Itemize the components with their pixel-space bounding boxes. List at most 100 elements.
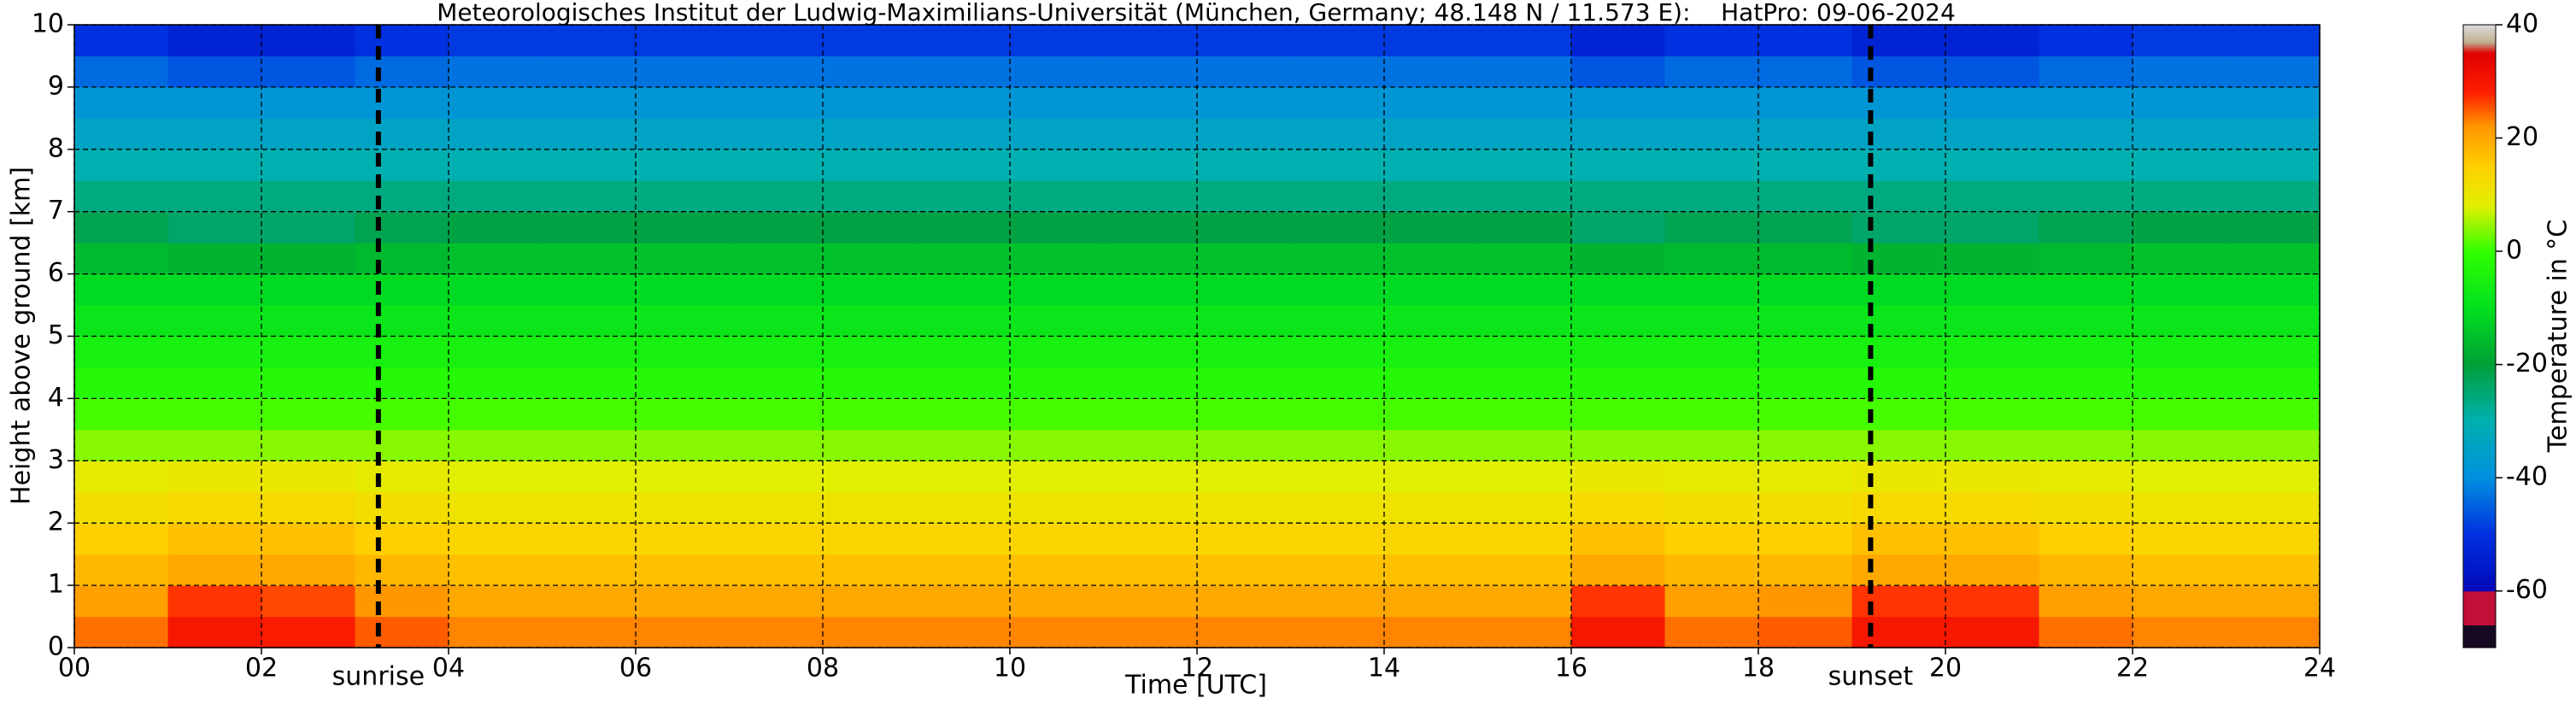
heat-cell bbox=[1851, 56, 1946, 88]
heat-cell bbox=[449, 273, 543, 306]
heat-cell bbox=[261, 56, 356, 88]
heat-cell bbox=[1477, 523, 1572, 555]
heat-cell bbox=[542, 25, 637, 57]
heat-cell bbox=[1477, 429, 1572, 461]
colorbar-swatch bbox=[2463, 131, 2496, 133]
heat-cell bbox=[916, 585, 1011, 618]
colorbar-swatch bbox=[2463, 327, 2496, 330]
heat-cell bbox=[355, 336, 449, 368]
colorbar-swatch bbox=[2463, 57, 2496, 60]
colorbar-swatch bbox=[2463, 476, 2496, 478]
heat-cell bbox=[1664, 523, 1759, 555]
heat-cell bbox=[355, 273, 449, 306]
colorbar-swatch bbox=[2463, 321, 2496, 325]
heat-cell bbox=[1290, 118, 1385, 150]
x-tick-label: 08 bbox=[807, 654, 839, 683]
heat-cell bbox=[1945, 398, 2040, 431]
colorbar-swatch bbox=[2463, 525, 2496, 528]
colorbar-swatch bbox=[2463, 405, 2496, 408]
colorbar-swatch bbox=[2463, 56, 2496, 58]
colorbar-swatch bbox=[2463, 36, 2496, 38]
plot-frame bbox=[73, 24, 2321, 648]
colorbar-swatch bbox=[2463, 484, 2496, 487]
heat-cell bbox=[1384, 180, 1479, 213]
colorbar-swatch bbox=[2463, 70, 2496, 73]
colorbar-swatch bbox=[2463, 82, 2496, 85]
heat-cell bbox=[1010, 491, 1105, 524]
colorbar-tick-label: 40 bbox=[2506, 9, 2538, 39]
colorbar-swatch bbox=[2463, 163, 2496, 166]
heat-cell bbox=[261, 616, 356, 648]
colorbar-swatch bbox=[2463, 136, 2496, 139]
colorbar-swatch bbox=[2463, 454, 2496, 456]
heat-cell bbox=[823, 243, 918, 275]
colorbar-swatch bbox=[2463, 357, 2496, 360]
colorbar-swatch bbox=[2463, 132, 2496, 135]
heat-cell bbox=[916, 305, 1011, 337]
colorbar-swatch bbox=[2463, 185, 2496, 189]
heat-cell bbox=[167, 585, 262, 618]
colorbar-swatch bbox=[2463, 84, 2496, 86]
heat-cell bbox=[1571, 336, 1666, 368]
heat-cell bbox=[1197, 86, 1292, 119]
colorbar-swatch bbox=[2463, 129, 2496, 132]
colorbar-swatch bbox=[2463, 562, 2496, 565]
colorbar-swatch bbox=[2463, 103, 2496, 106]
x-tick-label: 10 bbox=[994, 654, 1026, 683]
colorbar-swatch bbox=[2463, 161, 2496, 164]
colorbar-swatch bbox=[2463, 204, 2496, 207]
colorbar-swatch bbox=[2463, 142, 2496, 144]
heat-cell bbox=[823, 367, 918, 399]
heat-cell bbox=[261, 86, 356, 119]
x-tick-label: 04 bbox=[432, 654, 465, 683]
heat-cell bbox=[1758, 149, 1853, 181]
colorbar-swatch bbox=[2463, 238, 2496, 241]
heat-cell bbox=[1664, 398, 1759, 431]
heat-cell bbox=[636, 491, 731, 524]
colorbar-swatch bbox=[2463, 540, 2496, 543]
heat-cell bbox=[449, 118, 543, 150]
colorbar-swatch bbox=[2463, 41, 2496, 44]
heat-cell bbox=[729, 180, 824, 213]
heat-cell bbox=[1103, 118, 1198, 150]
heat-cell bbox=[1290, 25, 1385, 57]
heat-cell bbox=[823, 461, 918, 493]
colorbar-swatch bbox=[2463, 213, 2496, 215]
colorbar-swatch bbox=[2463, 411, 2496, 414]
heat-cell bbox=[167, 429, 262, 461]
heat-cell bbox=[1384, 429, 1479, 461]
colorbar-swatch bbox=[2463, 566, 2496, 569]
colorbar-tick-label: 20 bbox=[2506, 122, 2538, 152]
colorbar-swatch bbox=[2463, 554, 2496, 556]
colorbar-swatch bbox=[2463, 445, 2496, 448]
heat-cell bbox=[449, 243, 543, 275]
colorbar-swatch bbox=[2463, 88, 2496, 91]
heat-cell bbox=[823, 523, 918, 555]
colorbar-swatch bbox=[2463, 544, 2496, 547]
heat-cell bbox=[1010, 398, 1105, 431]
heat-cell bbox=[74, 554, 169, 586]
heat-cell bbox=[542, 336, 637, 368]
heat-cell bbox=[1103, 86, 1198, 119]
heat-cell bbox=[1851, 367, 1946, 399]
colorbar-swatch bbox=[2463, 635, 2496, 637]
colorbar-swatch bbox=[2463, 402, 2496, 405]
colorbar-swatch bbox=[2463, 326, 2496, 329]
colorbar-swatch bbox=[2463, 27, 2496, 30]
heat-cell bbox=[1103, 273, 1198, 306]
colorbar-swatch bbox=[2463, 530, 2496, 532]
heat-cell bbox=[2226, 211, 2321, 243]
colorbar-swatch bbox=[2463, 556, 2496, 560]
heat-cell bbox=[2039, 180, 2133, 213]
heat-cell bbox=[1103, 367, 1198, 399]
colorbar-swatch bbox=[2463, 387, 2496, 390]
heat-cell bbox=[2133, 211, 2227, 243]
heat-cell bbox=[261, 180, 356, 213]
colorbar-swatch bbox=[2463, 603, 2496, 606]
colorbar-swatch bbox=[2463, 384, 2496, 386]
colorbar-swatch bbox=[2463, 226, 2496, 228]
colorbar-swatch bbox=[2463, 612, 2496, 614]
colorbar-swatch bbox=[2463, 71, 2496, 73]
heat-cell bbox=[2133, 523, 2227, 555]
heat-cell bbox=[167, 616, 262, 648]
